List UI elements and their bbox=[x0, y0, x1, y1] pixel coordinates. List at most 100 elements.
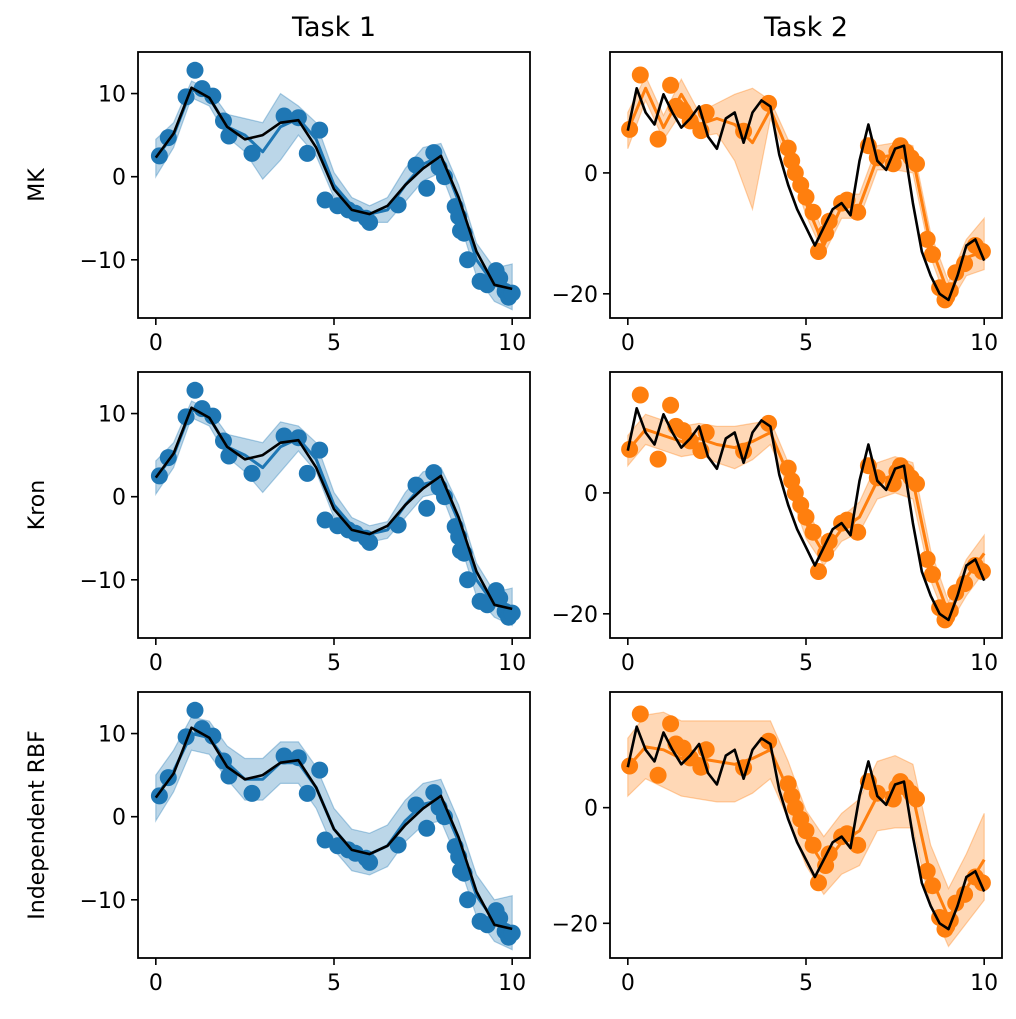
observation-point bbox=[491, 909, 509, 927]
true-function-line bbox=[626, 725, 986, 931]
observation-point bbox=[298, 144, 316, 162]
observation-point bbox=[361, 213, 379, 231]
plot-area bbox=[621, 705, 991, 948]
x-tick-label: 5 bbox=[327, 651, 341, 676]
observation-point bbox=[621, 120, 639, 138]
observation-point bbox=[649, 766, 667, 784]
observation-point bbox=[243, 464, 261, 482]
observation-point bbox=[918, 230, 936, 248]
observation-point bbox=[797, 188, 815, 206]
observation-point bbox=[631, 66, 649, 84]
x-tick-label: 0 bbox=[621, 651, 635, 676]
observation-point bbox=[760, 414, 778, 432]
true-function-line bbox=[154, 406, 513, 611]
y-tick-label: 0 bbox=[584, 482, 598, 507]
observation-point bbox=[243, 144, 261, 162]
observation-point bbox=[289, 749, 307, 767]
subplot-grid: 0 5 10 10 0 −10 0 5 10 0 −20 0 5 10 10 0 −10 0 5 10 0 −20 0 5 10… bbox=[80, 51, 1003, 996]
observation-point bbox=[621, 440, 639, 458]
subplot-2-1: 0 5 10 10 0 −10 bbox=[80, 371, 531, 676]
observation-point bbox=[275, 427, 293, 445]
observation-point bbox=[491, 269, 509, 287]
observation-point bbox=[289, 429, 307, 447]
observation-point bbox=[924, 877, 941, 895]
observation-point bbox=[621, 757, 639, 775]
y-tick-label: 10 bbox=[98, 403, 126, 428]
x-tick-label: 10 bbox=[498, 971, 526, 996]
x-tick-label: 5 bbox=[327, 971, 341, 996]
observation-point bbox=[760, 94, 778, 112]
observation-point bbox=[298, 464, 316, 482]
row-label-kron: Kron bbox=[25, 480, 50, 530]
x-tick-label: 5 bbox=[799, 331, 813, 356]
plot-area bbox=[621, 66, 991, 309]
observation-point bbox=[810, 563, 827, 580]
row-label-mk: MK bbox=[25, 168, 50, 202]
true-function-line bbox=[154, 86, 513, 291]
observation-point bbox=[797, 508, 815, 526]
confidence-band bbox=[155, 716, 513, 951]
observation-point bbox=[662, 76, 680, 94]
observation-point bbox=[150, 467, 168, 485]
plot-area bbox=[621, 386, 991, 629]
observation-point bbox=[418, 499, 436, 517]
x-tick-label: 10 bbox=[970, 651, 998, 676]
observation-point bbox=[425, 144, 443, 162]
observation-point bbox=[810, 243, 827, 260]
observation-point bbox=[918, 550, 936, 568]
plot-area bbox=[150, 701, 521, 951]
x-tick-label: 5 bbox=[799, 651, 813, 676]
observation-point bbox=[908, 790, 925, 808]
y-tick-label: 0 bbox=[112, 166, 126, 191]
observation-point bbox=[150, 147, 168, 165]
x-tick-label: 10 bbox=[970, 971, 998, 996]
observation-point bbox=[220, 127, 238, 145]
y-tick-label: −20 bbox=[552, 283, 598, 308]
observation-point bbox=[275, 747, 293, 765]
true-function-line bbox=[154, 726, 513, 931]
y-tick-label: 10 bbox=[98, 723, 126, 748]
observation-point bbox=[361, 853, 379, 871]
observation-point bbox=[849, 836, 867, 854]
observation-point bbox=[459, 891, 477, 909]
x-tick-label: 10 bbox=[498, 651, 526, 676]
subplot-3-1: 0 5 10 10 0 −10 bbox=[80, 691, 531, 996]
y-tick-label: 0 bbox=[584, 797, 598, 822]
observation-point bbox=[662, 396, 680, 414]
observation-point bbox=[418, 819, 436, 837]
observation-point bbox=[407, 796, 425, 814]
observation-point bbox=[924, 246, 941, 263]
subplot-2-2: 0 5 10 0 −20 bbox=[552, 371, 1003, 676]
observation-point bbox=[804, 836, 822, 854]
observation-point bbox=[243, 784, 261, 802]
y-tick-label: −10 bbox=[80, 889, 126, 914]
observation-point bbox=[311, 441, 329, 459]
observation-point bbox=[797, 822, 815, 840]
y-tick-label: 0 bbox=[112, 806, 126, 831]
x-tick-label: 5 bbox=[799, 971, 813, 996]
observation-point bbox=[275, 107, 293, 125]
observation-point bbox=[849, 523, 867, 541]
observation-point bbox=[631, 386, 649, 404]
plot-area bbox=[150, 61, 521, 311]
subplot-3-2: 0 5 10 0 −20 bbox=[552, 691, 1003, 996]
observation-point bbox=[810, 874, 827, 892]
subplot-1-1: 0 5 10 10 0 −10 bbox=[80, 51, 531, 356]
x-tick-label: 5 bbox=[327, 331, 341, 356]
observation-point bbox=[186, 61, 204, 79]
observation-point bbox=[924, 566, 941, 583]
observation-point bbox=[425, 464, 443, 482]
true-function-line bbox=[626, 406, 986, 622]
observation-point bbox=[186, 381, 204, 399]
y-tick-label: 10 bbox=[98, 83, 126, 108]
observation-point bbox=[204, 407, 222, 425]
y-tick-label: −20 bbox=[552, 912, 598, 937]
x-tick-label: 0 bbox=[149, 651, 163, 676]
x-tick-label: 10 bbox=[970, 331, 998, 356]
observation-point bbox=[908, 475, 925, 493]
observation-point bbox=[289, 109, 307, 127]
subplot-1-2: 0 5 10 0 −20 bbox=[552, 51, 1003, 356]
row-label-independent-rbf: Independent RBF bbox=[25, 730, 50, 919]
observation-point bbox=[425, 784, 443, 802]
